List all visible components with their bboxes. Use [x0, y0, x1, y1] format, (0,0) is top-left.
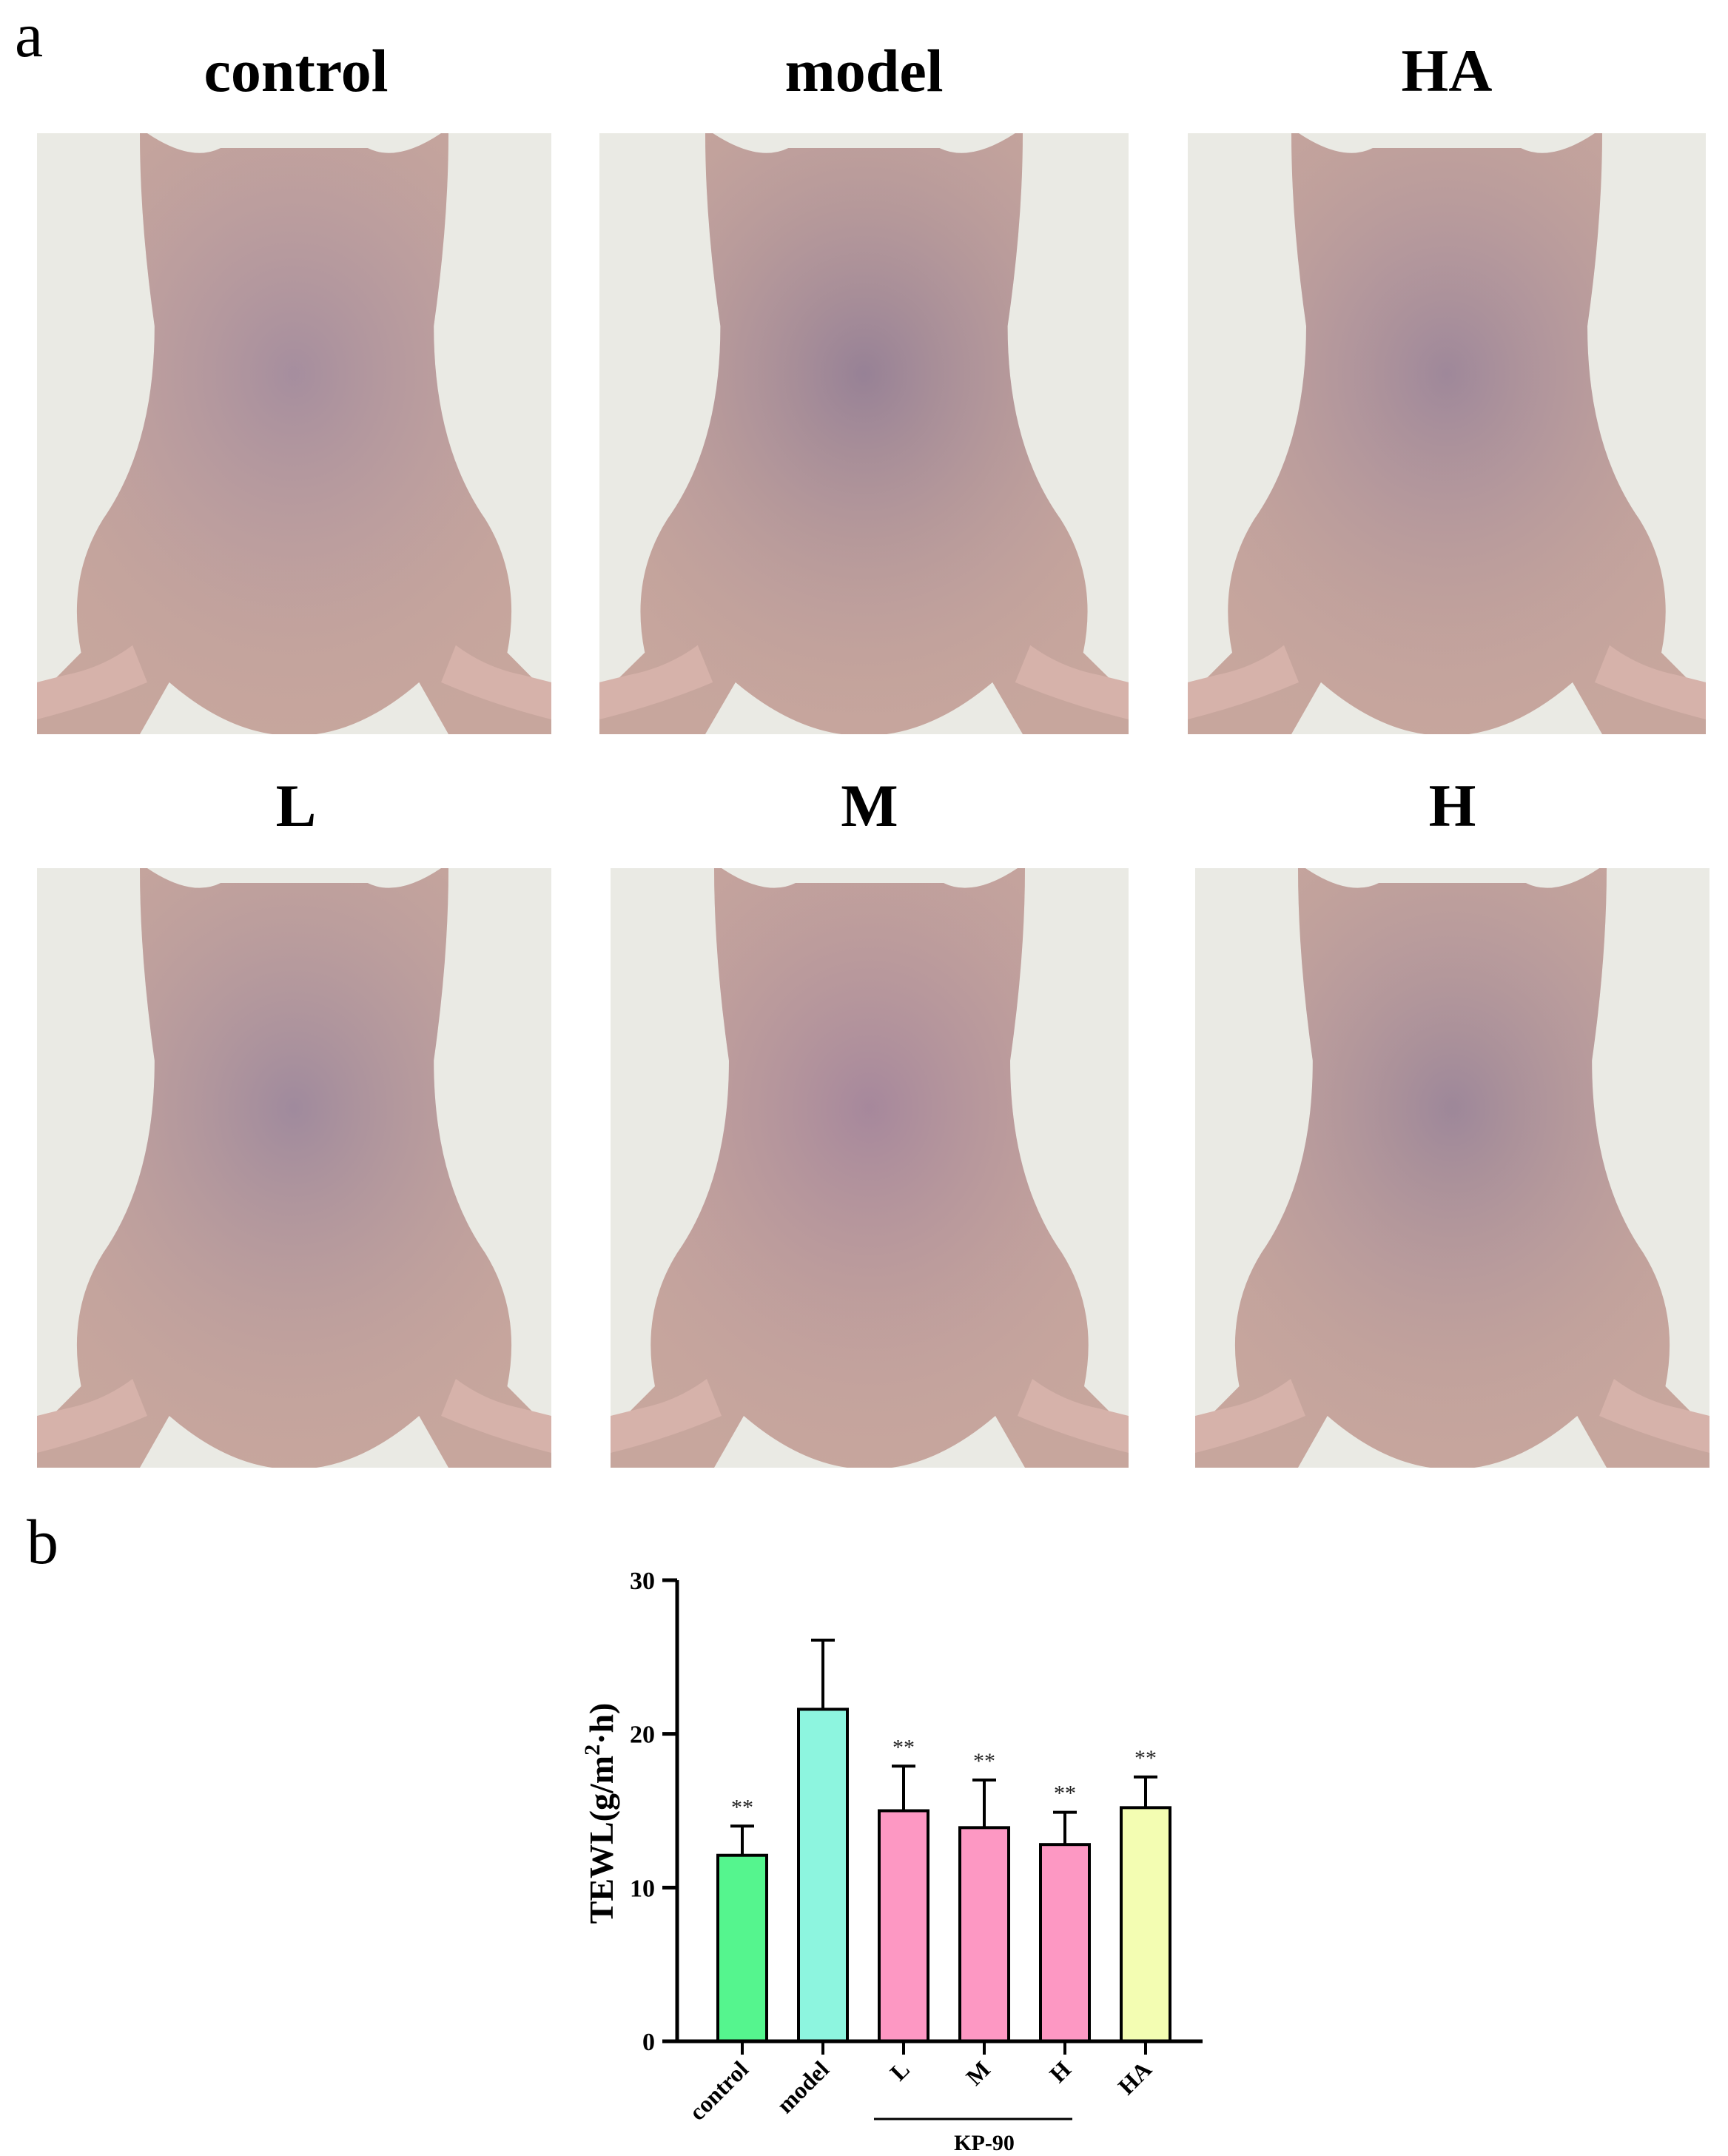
- photo-label-m: M: [841, 772, 898, 839]
- photo-l: [37, 868, 551, 1468]
- group-label: KP-90: [954, 2131, 1015, 2155]
- y-tick-label: 30: [630, 1568, 655, 1595]
- x-tick-label: M: [961, 2055, 995, 2090]
- x-tick-label: H: [1044, 2055, 1076, 2087]
- bar: [878, 1809, 929, 2043]
- photo-label-l: L: [275, 772, 317, 839]
- x-tick-label: HA: [1113, 2055, 1157, 2099]
- panel-b-letter: b: [27, 1506, 58, 1577]
- x-tick-label: model: [771, 2055, 834, 2118]
- significance-label: **: [1134, 1746, 1157, 1770]
- significance-label: **: [973, 1749, 995, 1773]
- photo-ha: [1188, 133, 1706, 734]
- y-tick-label: 0: [642, 2029, 655, 2056]
- panel-a-letter: a: [15, 0, 44, 70]
- photo-label-h: H: [1428, 772, 1476, 839]
- x-tick-label: control: [684, 2055, 753, 2125]
- photo-h: [1195, 868, 1709, 1468]
- significance-label: **: [731, 1795, 753, 1819]
- y-axis-label: TEWL(g/m2·h): [580, 1703, 620, 1924]
- significance-label: **: [892, 1735, 915, 1759]
- bar: [716, 1853, 768, 2044]
- photo-control: [37, 133, 551, 734]
- bar: [1120, 1806, 1171, 2043]
- photo-label-ha: HA: [1401, 37, 1493, 104]
- photo-m: [611, 868, 1129, 1468]
- bar: [958, 1826, 1010, 2043]
- bar: [797, 1707, 849, 2043]
- y-tick-label: 20: [630, 1722, 655, 1749]
- x-tick-label: L: [884, 2055, 915, 2086]
- significance-label: **: [1054, 1781, 1076, 1806]
- photo-label-model: model: [784, 37, 944, 104]
- bar: [1039, 1843, 1091, 2044]
- photo-model: [599, 133, 1129, 734]
- y-tick-label: 10: [630, 1875, 655, 1902]
- photo-label-control: control: [204, 37, 389, 104]
